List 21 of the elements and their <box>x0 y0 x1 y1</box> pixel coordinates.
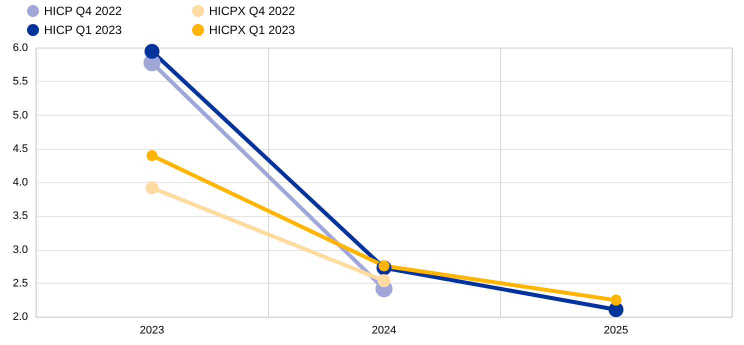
point <box>378 274 390 288</box>
legend-label: HICPX Q4 2022 <box>209 4 296 18</box>
y-tick-label: 6.0 <box>12 42 28 54</box>
point <box>610 294 622 306</box>
y-tick-label: 3.0 <box>12 244 28 256</box>
point <box>146 181 158 194</box>
point <box>144 44 160 59</box>
x-tick-label: 2025 <box>604 324 628 336</box>
legend-label: HICPX Q1 2023 <box>209 23 296 37</box>
x-tick-label: 2024 <box>372 324 396 336</box>
legend-label: HICP Q1 2023 <box>44 23 122 37</box>
point <box>146 150 158 162</box>
y-tick-label: 2.5 <box>12 277 28 290</box>
y-tick-label: 3.5 <box>12 210 28 222</box>
y-tick-label: 2.0 <box>12 311 28 323</box>
legend-label: HICP Q4 2022 <box>44 4 122 18</box>
x-tick-label: 2023 <box>140 324 164 336</box>
y-tick-label: 5.5 <box>12 76 28 88</box>
y-tick-label: 4.5 <box>12 142 28 155</box>
y-tick-label: 4.0 <box>12 176 28 188</box>
y-tick-label: 5.0 <box>12 109 28 122</box>
